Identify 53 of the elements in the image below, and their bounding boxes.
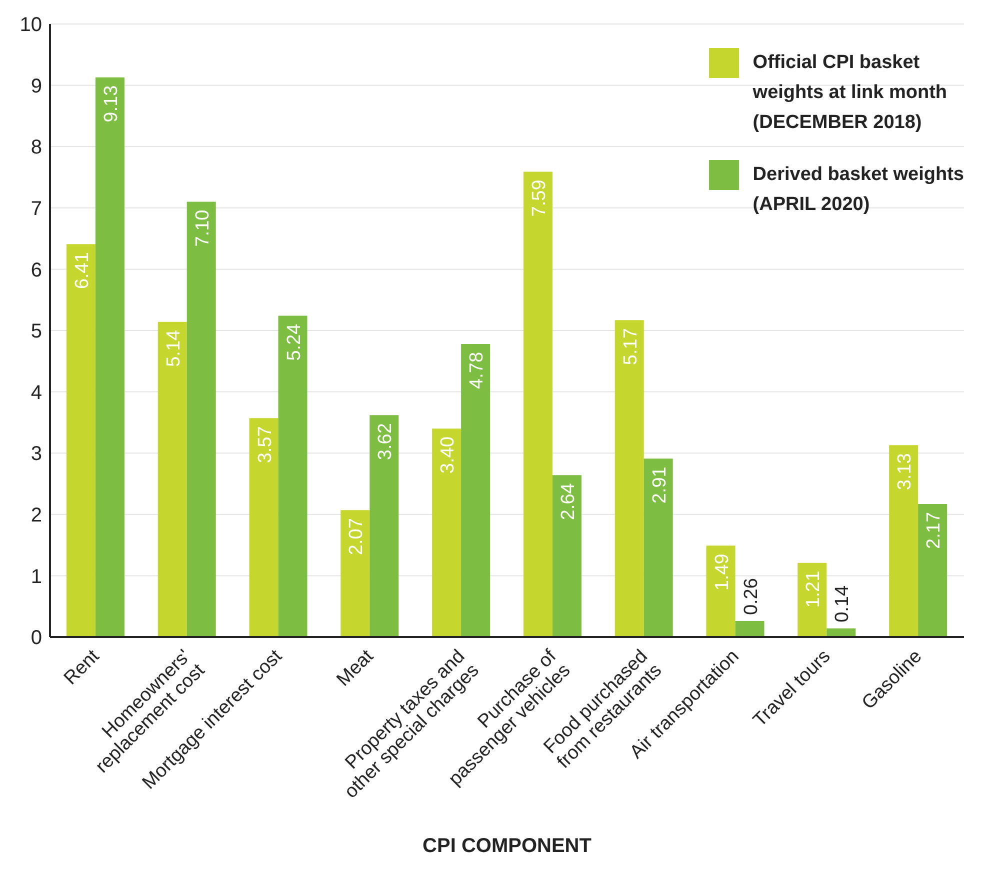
- bar: [158, 322, 187, 637]
- bar: [614, 320, 644, 637]
- y-tick-label: 7: [30, 198, 42, 220]
- data-label: 0.26: [740, 578, 762, 616]
- y-tick-label: 9: [30, 75, 42, 98]
- bar: [186, 202, 216, 637]
- data-label: 6.41: [72, 252, 93, 290]
- data-label: 2.91: [649, 466, 670, 504]
- y-tick-label: 2: [30, 504, 42, 526]
- bar: [95, 77, 124, 637]
- data-label: 2.07: [346, 518, 368, 556]
- bar: [706, 546, 736, 637]
- data-label: 3.57: [254, 426, 276, 464]
- bar: [278, 316, 308, 637]
- data-label: 7.10: [192, 210, 214, 247]
- x-axis-title: CPI COMPONENT: [422, 835, 592, 857]
- bar: [370, 415, 399, 637]
- legend-label: Derived basket weights (APRIL 2020): [752, 163, 964, 217]
- bar: [523, 172, 552, 637]
- bar: [798, 562, 827, 637]
- bar: [735, 621, 764, 637]
- bar: [249, 418, 278, 637]
- bar: [889, 445, 918, 637]
- legend-label: Official CPI basket weights at link month (DECEMBER 2018): [752, 51, 948, 135]
- y-tick-label: 1: [30, 566, 42, 588]
- y-tick-label: 10: [20, 14, 42, 36]
- data-label: 0.14: [832, 585, 854, 622]
- data-label: 3.62: [375, 423, 396, 460]
- y-tick-label: 8: [30, 136, 42, 159]
- data-label: 1.49: [712, 554, 733, 591]
- bar: [432, 428, 462, 637]
- y-tick-label: 6: [30, 259, 42, 282]
- data-label: 9.13: [100, 85, 122, 122]
- bar: [644, 458, 673, 637]
- data-label: 3.40: [438, 436, 459, 474]
- bar: [461, 344, 490, 637]
- y-tick-label: 5: [30, 320, 42, 343]
- y-tick-label: 0: [30, 627, 42, 650]
- data-label: 2.64: [558, 482, 579, 520]
- bar: [552, 475, 582, 637]
- data-label: 4.78: [466, 352, 488, 389]
- data-label: 5.14: [163, 329, 184, 367]
- data-label: 2.17: [924, 512, 945, 549]
- data-label: 5.24: [284, 323, 305, 361]
- bar: [66, 244, 96, 637]
- bar: [340, 510, 370, 637]
- data-label: 3.13: [894, 453, 916, 490]
- data-label: 1.21: [803, 570, 824, 608]
- y-tick-label: 4: [30, 382, 42, 404]
- bar: [918, 504, 948, 637]
- data-label: 7.59: [528, 180, 550, 217]
- y-tick-label: 3: [30, 443, 42, 466]
- data-label: 5.17: [620, 328, 642, 366]
